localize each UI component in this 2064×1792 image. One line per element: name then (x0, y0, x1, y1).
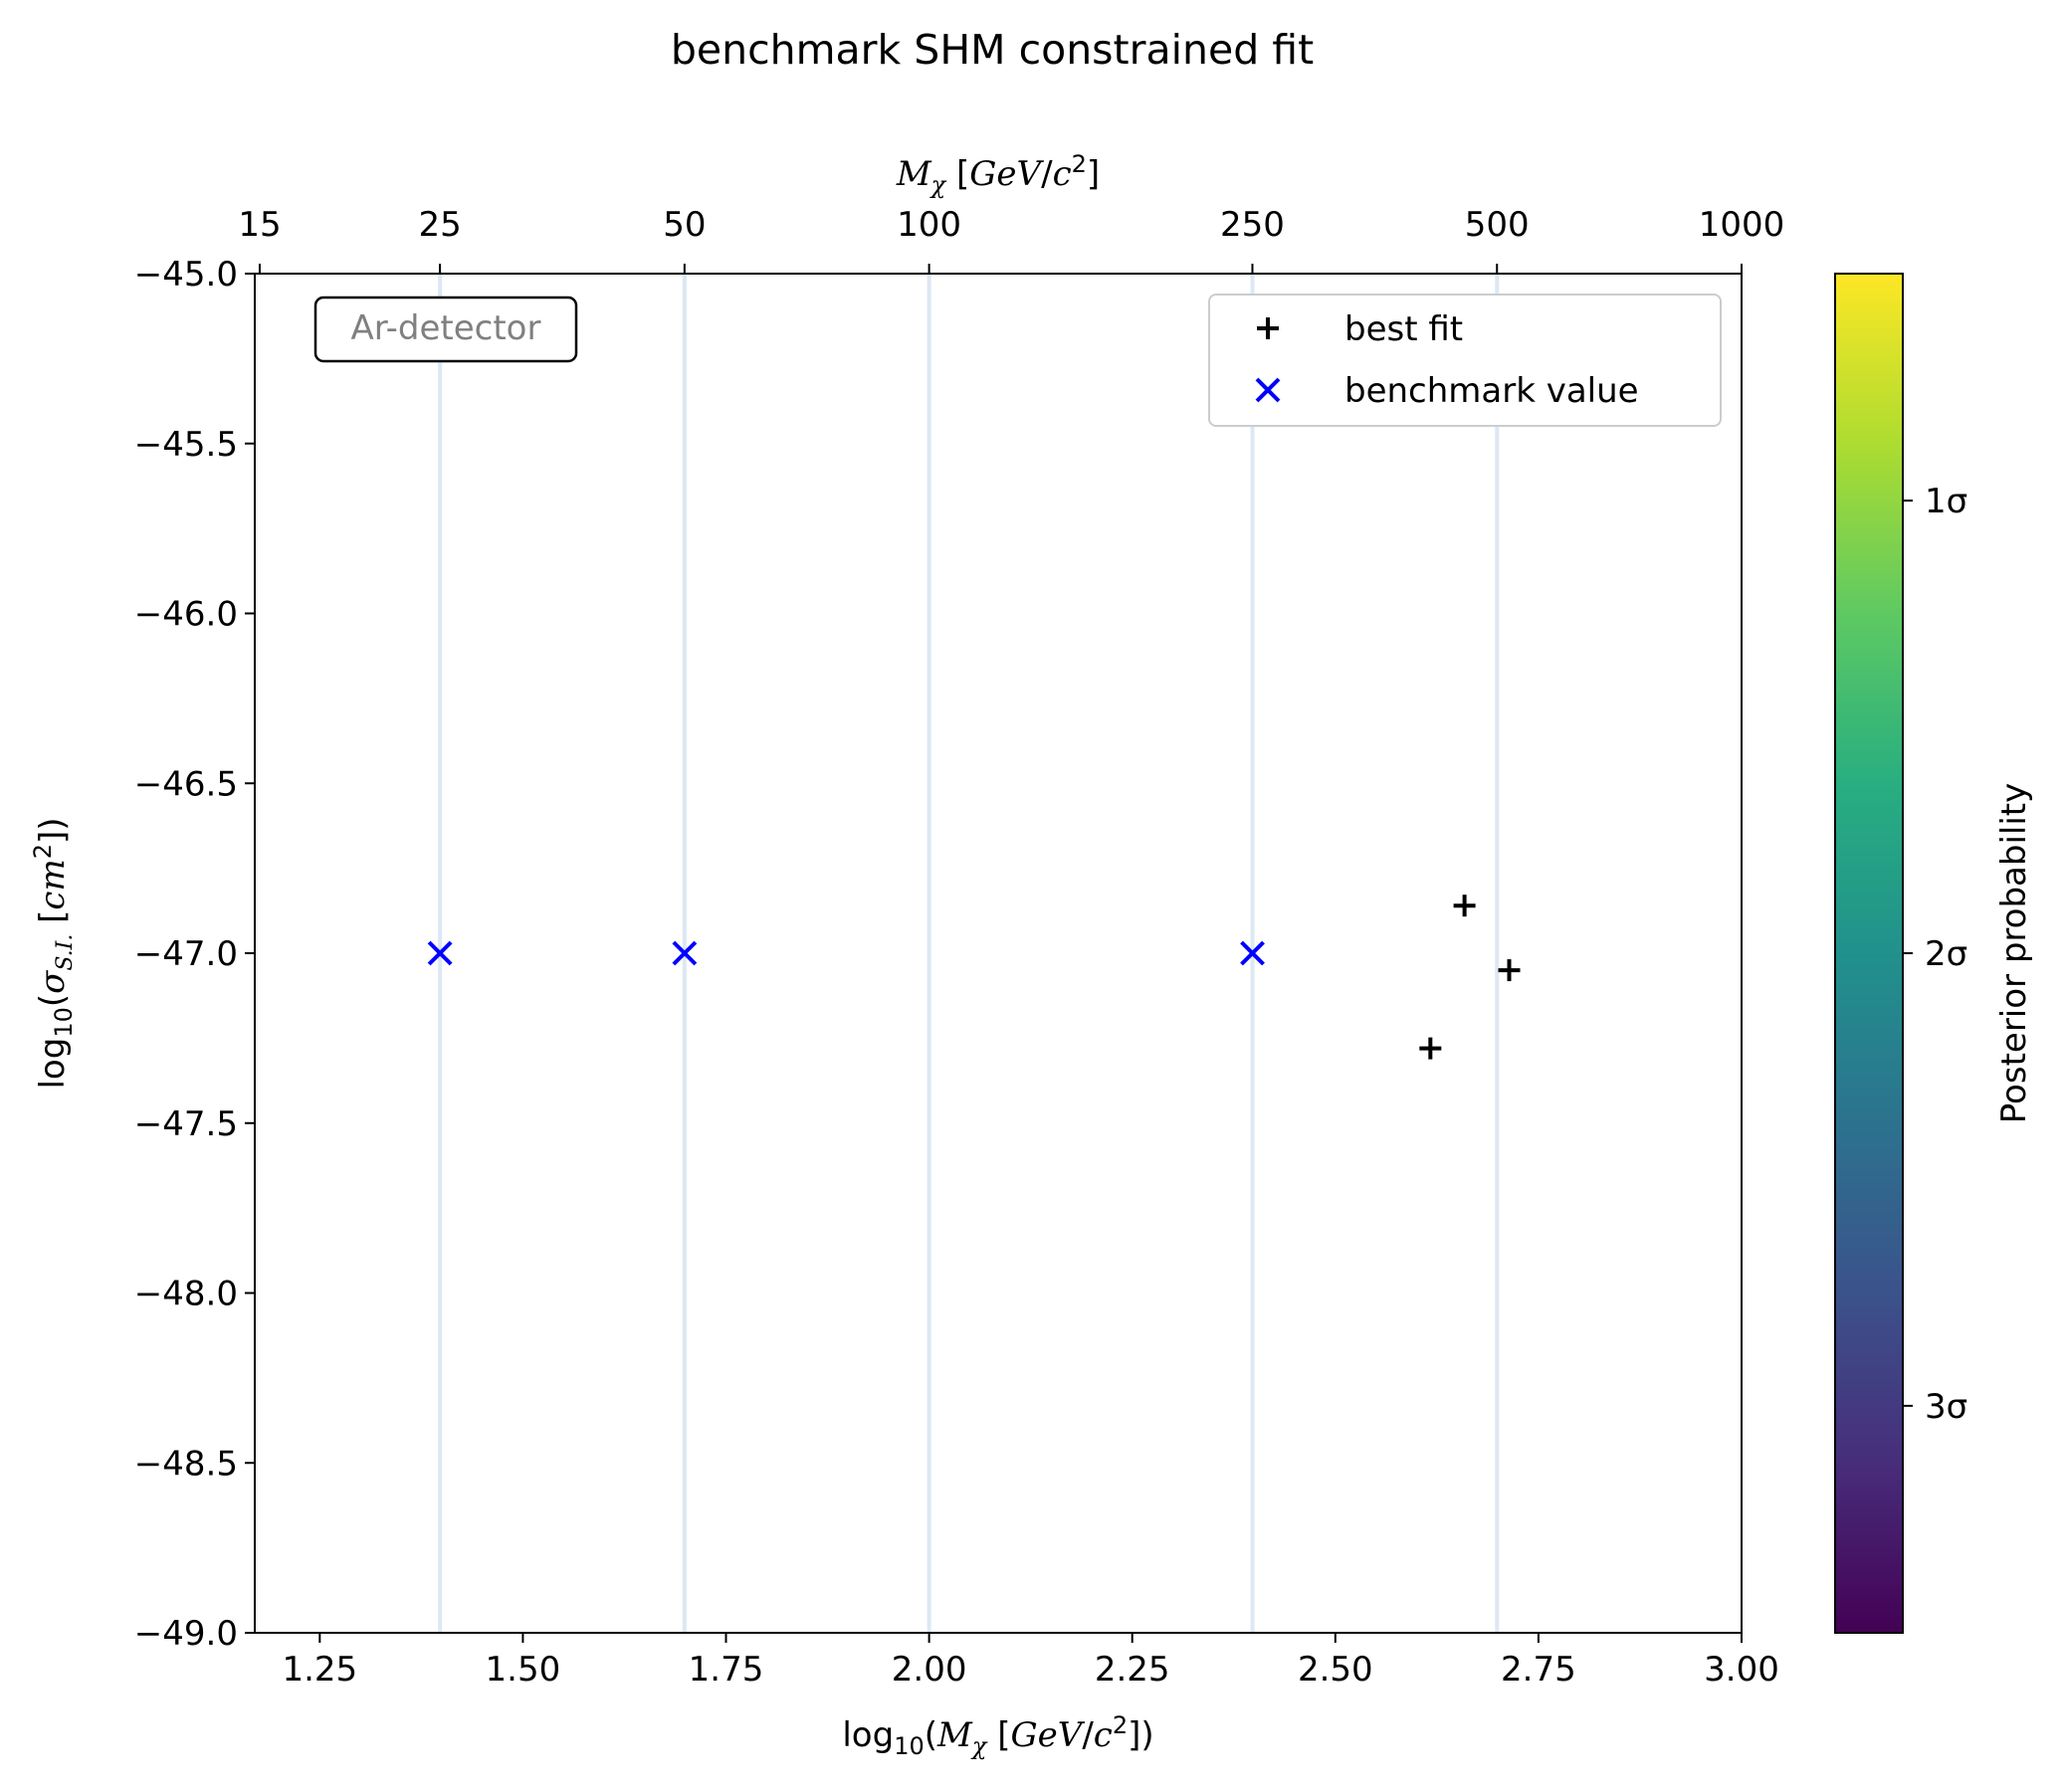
annotation-text: Ar-detector (351, 308, 541, 348)
annotation-box: Ar-detector (313, 296, 578, 363)
y-axis-label: log10(σS.I. [cm2]) (29, 817, 78, 1089)
x-tick-label: 2.00 (892, 1650, 967, 1690)
y-axis-ticks: −45.0 −45.5 −46.0 −46.5 −47.0 −47.5 −48.0 −48.5… (134, 255, 255, 1654)
benchmark-point (427, 940, 453, 966)
x-tick-label: 1.50 (486, 1650, 561, 1690)
x-tick-label: 2.25 (1095, 1650, 1170, 1690)
top-axis-label: Mχ [GeV/c2] (896, 150, 1100, 199)
x-tick-label: 3.00 (1704, 1650, 1779, 1690)
y-tick-label: −45.0 (134, 255, 238, 295)
legend-label: benchmark value (1344, 371, 1639, 411)
top-tick-label: 250 (1220, 205, 1285, 245)
x-tick-label: 1.25 (282, 1650, 357, 1690)
best-fit-point (1419, 1037, 1442, 1060)
legend-label: best fit (1344, 309, 1463, 349)
top-axis-ticks: 15 25 50 100 250 500 1000 (238, 205, 1784, 274)
x-tick-label: 2.50 (1298, 1650, 1373, 1690)
x-axis-label: log10(Mχ [GeV/c2]) (842, 1711, 1153, 1760)
y-tick-label: −45.5 (134, 425, 238, 465)
best-fit-point (1453, 895, 1476, 917)
y-tick-label: −49.0 (134, 1614, 238, 1654)
top-tick-label: 1000 (1699, 205, 1785, 245)
colorbar-label: Posterior probability (1994, 783, 2034, 1123)
best-fit-point (1498, 959, 1521, 982)
top-tick-label: 50 (663, 205, 706, 245)
colorbar-ticks: 1σ 2σ 3σ (1903, 482, 1967, 1427)
chart-title: benchmark SHM constrained fit (671, 26, 1314, 74)
colorbar-tick-label: 2σ (1925, 934, 1967, 974)
benchmark-point (672, 940, 698, 966)
colorbar-gradient (1834, 273, 1904, 1634)
x-axis-ticks: 1.25 1.50 1.75 2.00 2.25 2.50 2.75 3.00 (282, 1633, 1779, 1690)
x-tick-label: 2.75 (1501, 1650, 1576, 1690)
top-tick-label: 25 (418, 205, 461, 245)
y-tick-label: −48.0 (134, 1275, 238, 1314)
top-tick-label: 100 (897, 205, 961, 245)
y-tick-label: −47.5 (134, 1104, 238, 1144)
plot-area-frame (254, 273, 1743, 1634)
y-tick-label: −46.5 (134, 764, 238, 804)
legend-marker (1255, 377, 1281, 403)
colorbar-tick-label: 1σ (1925, 482, 1967, 521)
top-tick-label: 15 (238, 205, 281, 245)
y-tick-label: −48.5 (134, 1444, 238, 1484)
legend-marker (1257, 317, 1279, 339)
legend: best fit benchmark value (1208, 294, 1722, 427)
data-points (427, 895, 1521, 1060)
benchmark-point (1240, 940, 1265, 966)
vertical-reference-lines (438, 274, 1500, 1633)
colorbar-tick-label: 3σ (1925, 1387, 1967, 1427)
x-tick-label: 1.75 (689, 1650, 764, 1690)
y-tick-label: −46.0 (134, 595, 238, 635)
y-tick-label: −47.0 (134, 934, 238, 974)
top-tick-label: 500 (1465, 205, 1530, 245)
